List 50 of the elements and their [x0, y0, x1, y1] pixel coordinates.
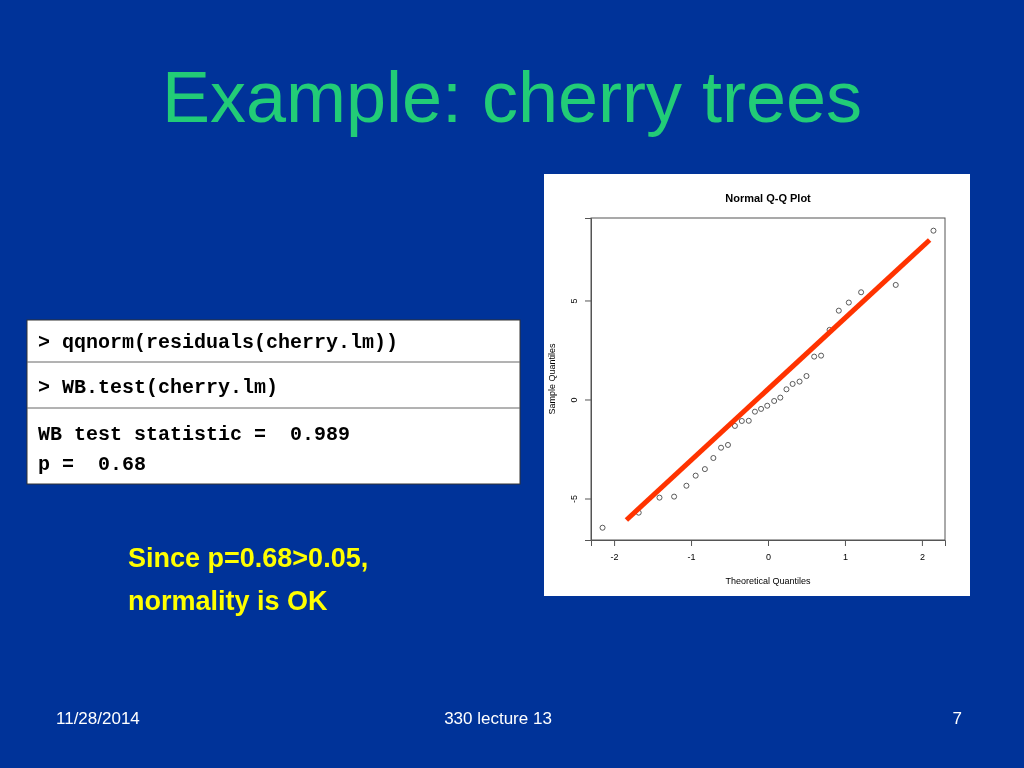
y-axis-title: Sample Quantiles: [547, 342, 557, 415]
x-axis-title: Theoretical Quantiles: [725, 576, 812, 586]
point: [701, 466, 708, 473]
x-tick-label: -1: [687, 551, 696, 562]
point: [811, 353, 818, 360]
text: > WB.test(cherry.lm): [38, 376, 279, 399]
point: [683, 482, 690, 489]
text: Since p=0.68>0.05,: [128, 543, 369, 573]
x-tick-label: 0: [765, 551, 772, 562]
text: WB test statistic = 0.989: [38, 423, 351, 446]
point: [671, 493, 678, 500]
text: normality is OK: [128, 586, 329, 616]
point: [892, 282, 899, 288]
point: [745, 417, 752, 424]
point: [751, 408, 758, 415]
text: p = 0.68: [38, 453, 147, 476]
point: [764, 402, 771, 409]
point: [731, 423, 738, 429]
point: [789, 381, 796, 387]
point: [845, 299, 852, 306]
point: [771, 398, 778, 404]
x-tick-label: -2: [610, 551, 619, 562]
y-tick-label: -5: [569, 495, 579, 504]
text: 7: [952, 709, 962, 728]
point: [635, 509, 642, 516]
text: 11/28/2014: [56, 709, 140, 728]
point: [725, 442, 731, 448]
point: [930, 227, 937, 234]
point: [656, 494, 663, 501]
point: [718, 444, 724, 451]
y-tick-label: 5: [569, 298, 579, 304]
text: > qqnorm(residuals(cherry.lm)): [38, 331, 399, 354]
point: [738, 418, 745, 424]
point: [818, 352, 825, 359]
point: [599, 524, 606, 531]
chart-title: Normal Q-Q Plot: [725, 192, 812, 204]
point: [777, 394, 784, 401]
point: [692, 472, 699, 479]
point: [758, 405, 764, 412]
y-tick-label: 0: [569, 397, 579, 403]
point: [783, 386, 790, 393]
point: [835, 307, 842, 314]
text: 330 lecture 13: [444, 709, 552, 728]
x-tick-label: 1: [842, 551, 848, 562]
point: [858, 289, 865, 296]
point: [803, 373, 810, 379]
x-tick-label: 2: [919, 551, 925, 562]
point: [710, 455, 717, 461]
point: [796, 378, 803, 385]
text: Example: cherry trees: [161, 57, 863, 137]
